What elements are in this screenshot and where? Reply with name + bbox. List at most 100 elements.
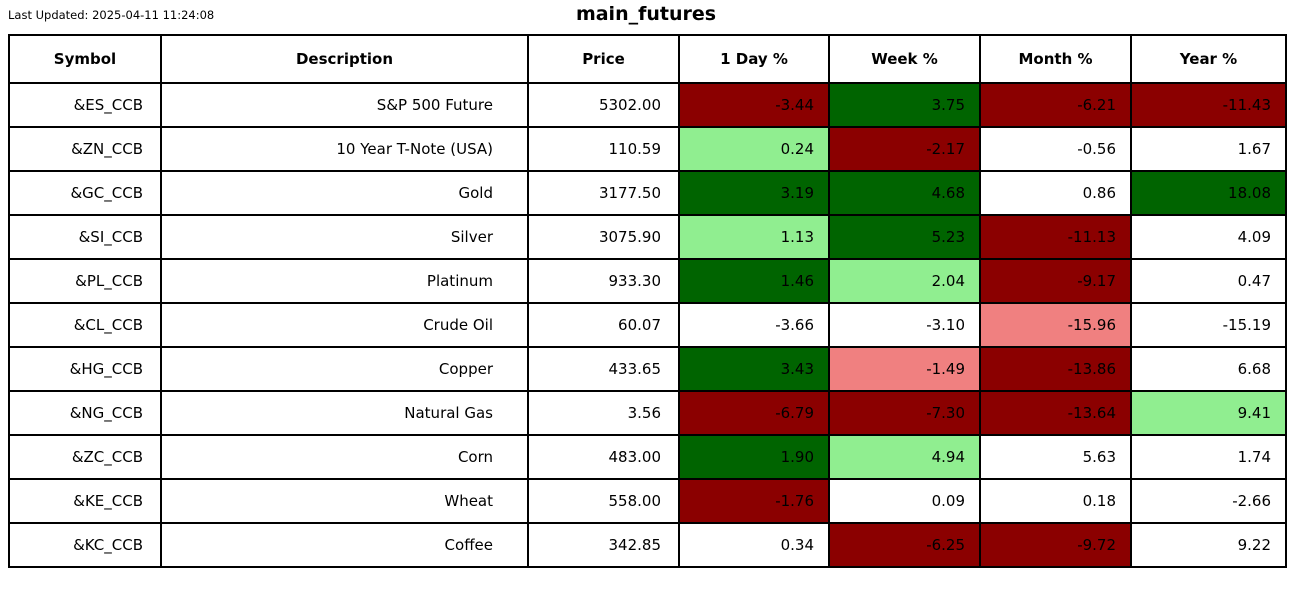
description-cell: Platinum <box>160 258 529 304</box>
price-cell: 110.59 <box>527 126 680 172</box>
symbol-cell: &ZC_CCB <box>8 434 162 480</box>
pct-cell-year: 4.09 <box>1130 214 1287 260</box>
pct-cell-year: 1.67 <box>1130 126 1287 172</box>
table-row: &ZN_CCB 10 Year T-Note (USA) 110.59 0.24 -2.… <box>8 126 1287 172</box>
symbol-cell: &NG_CCB <box>8 390 162 436</box>
description-cell: S&P 500 Future <box>160 82 529 128</box>
pct-cell-1day: 3.19 <box>678 170 830 216</box>
pct-cell-year: 1.74 <box>1130 434 1287 480</box>
table-row: &KE_CCB Wheat 558.00 -1.76 0.09 0.18 -2.66 <box>8 478 1287 524</box>
pct-cell-year: 9.22 <box>1130 522 1287 568</box>
table-row: &KC_CCB Coffee 342.85 0.34 -6.25 -9.72 9.22 <box>8 522 1287 568</box>
pct-cell-1day: 1.13 <box>678 214 830 260</box>
last-updated-label: Last Updated: 2025-04-11 11:24:08 <box>8 8 215 22</box>
pct-cell-year: -2.66 <box>1130 478 1287 524</box>
description-cell: Crude Oil <box>160 302 529 348</box>
pct-cell-week: -2.17 <box>828 126 981 172</box>
table-row: &PL_CCB Platinum 933.30 1.46 2.04 -9.17 0.47 <box>8 258 1287 304</box>
symbol-cell: &HG_CCB <box>8 346 162 392</box>
price-cell: 483.00 <box>527 434 680 480</box>
pct-cell-1day: -3.44 <box>678 82 830 128</box>
pct-cell-week: -3.10 <box>828 302 981 348</box>
price-cell: 3075.90 <box>527 214 680 260</box>
pct-cell-week: 2.04 <box>828 258 981 304</box>
description-cell: Coffee <box>160 522 529 568</box>
pct-cell-month: 0.86 <box>979 170 1132 216</box>
pct-cell-week: -7.30 <box>828 390 981 436</box>
symbol-cell: &KC_CCB <box>8 522 162 568</box>
pct-cell-month: -9.17 <box>979 258 1132 304</box>
pct-cell-month: 5.63 <box>979 434 1132 480</box>
pct-cell-week: 3.75 <box>828 82 981 128</box>
symbol-cell: &ES_CCB <box>8 82 162 128</box>
description-cell: 10 Year T-Note (USA) <box>160 126 529 172</box>
description-cell: Natural Gas <box>160 390 529 436</box>
header-row: Symbol Description Price 1 Day % Week % … <box>8 34 1287 84</box>
pct-cell-1day: 0.34 <box>678 522 830 568</box>
description-cell: Silver <box>160 214 529 260</box>
pct-cell-month: -11.13 <box>979 214 1132 260</box>
pct-cell-week: 4.68 <box>828 170 981 216</box>
futures-table: Symbol Description Price 1 Day % Week % … <box>8 34 1287 568</box>
symbol-cell: &KE_CCB <box>8 478 162 524</box>
pct-cell-week: -1.49 <box>828 346 981 392</box>
pct-cell-year: 18.08 <box>1130 170 1287 216</box>
pct-cell-year: 0.47 <box>1130 258 1287 304</box>
description-cell: Copper <box>160 346 529 392</box>
pct-cell-week: 5.23 <box>828 214 981 260</box>
pct-cell-year: -15.19 <box>1130 302 1287 348</box>
pct-cell-month: -0.56 <box>979 126 1132 172</box>
pct-cell-year: 9.41 <box>1130 390 1287 436</box>
pct-cell-1day: 1.90 <box>678 434 830 480</box>
price-cell: 3.56 <box>527 390 680 436</box>
col-header-month: Month % <box>979 34 1132 84</box>
symbol-cell: &SI_CCB <box>8 214 162 260</box>
symbol-cell: &PL_CCB <box>8 258 162 304</box>
pct-cell-month: -9.72 <box>979 522 1132 568</box>
price-cell: 433.65 <box>527 346 680 392</box>
col-header-week: Week % <box>828 34 981 84</box>
table-row: &HG_CCB Copper 433.65 3.43 -1.49 -13.86 6.68 <box>8 346 1287 392</box>
pct-cell-1day: -3.66 <box>678 302 830 348</box>
pct-cell-week: 0.09 <box>828 478 981 524</box>
description-cell: Wheat <box>160 478 529 524</box>
pct-cell-month: -6.21 <box>979 82 1132 128</box>
pct-cell-week: -6.25 <box>828 522 981 568</box>
price-cell: 5302.00 <box>527 82 680 128</box>
table-row: &ZC_CCB Corn 483.00 1.90 4.94 5.63 1.74 <box>8 434 1287 480</box>
pct-cell-month: -13.64 <box>979 390 1132 436</box>
price-cell: 60.07 <box>527 302 680 348</box>
price-cell: 933.30 <box>527 258 680 304</box>
table-row: &GC_CCB Gold 3177.50 3.19 4.68 0.86 18.08 <box>8 170 1287 216</box>
description-cell: Corn <box>160 434 529 480</box>
pct-cell-1day: 3.43 <box>678 346 830 392</box>
col-header-description: Description <box>160 34 529 84</box>
col-header-price: Price <box>527 34 680 84</box>
table-row: &SI_CCB Silver 3075.90 1.13 5.23 -11.13 4.09 <box>8 214 1287 260</box>
pct-cell-1day: -1.76 <box>678 478 830 524</box>
pct-cell-month: 0.18 <box>979 478 1132 524</box>
pct-cell-year: 6.68 <box>1130 346 1287 392</box>
table-body: &ES_CCB S&P 500 Future 5302.00 -3.44 3.75 -6.… <box>8 82 1287 568</box>
pct-cell-week: 4.94 <box>828 434 981 480</box>
table-row: &NG_CCB Natural Gas 3.56 -6.79 -7.30 -13.64 9.… <box>8 390 1287 436</box>
price-cell: 558.00 <box>527 478 680 524</box>
price-cell: 3177.50 <box>527 170 680 216</box>
pct-cell-1day: 0.24 <box>678 126 830 172</box>
pct-cell-year: -11.43 <box>1130 82 1287 128</box>
col-header-symbol: Symbol <box>8 34 162 84</box>
symbol-cell: &ZN_CCB <box>8 126 162 172</box>
col-header-year: Year % <box>1130 34 1287 84</box>
table-row: &ES_CCB S&P 500 Future 5302.00 -3.44 3.75 -6.… <box>8 82 1287 128</box>
description-cell: Gold <box>160 170 529 216</box>
symbol-cell: &GC_CCB <box>8 170 162 216</box>
price-cell: 342.85 <box>527 522 680 568</box>
page-title: main_futures <box>575 3 717 25</box>
pct-cell-1day: -6.79 <box>678 390 830 436</box>
pct-cell-month: -15.96 <box>979 302 1132 348</box>
pct-cell-1day: 1.46 <box>678 258 830 304</box>
pct-cell-month: -13.86 <box>979 346 1132 392</box>
col-header-1day: 1 Day % <box>678 34 830 84</box>
table-row: &CL_CCB Crude Oil 60.07 -3.66 -3.10 -15.96 -15… <box>8 302 1287 348</box>
